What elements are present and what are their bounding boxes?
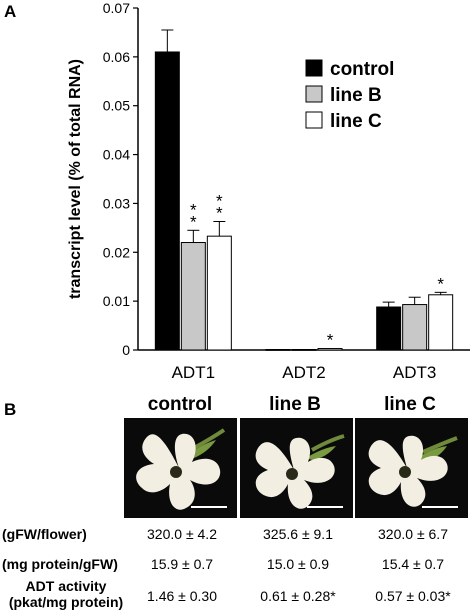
y-tick-label: 0.05: [103, 98, 130, 114]
y-tick-label: 0.07: [103, 0, 130, 16]
x-category-label-ADT2: ADT2: [282, 363, 325, 382]
cell-adt-line-c: 0.57 ± 0.03*: [375, 588, 451, 604]
x-category-label-ADT1: ADT1: [172, 363, 215, 382]
bar-control-ADT1: [154, 51, 180, 351]
scale-bar: [422, 506, 458, 508]
cell-adt-control: 1.46 ± 0.30: [147, 588, 217, 604]
column-header-line-b: line B: [269, 394, 321, 415]
significance-mark: *: [437, 274, 444, 293]
cell-adt-line-b: 0.61 ± 0.28*: [260, 588, 336, 604]
legend-swatch-control: [305, 59, 323, 77]
cell-protein-control: 15.9 ± 0.7: [150, 556, 214, 572]
legend-swatch-line-B: [305, 85, 323, 103]
significance-mark: *: [190, 212, 197, 231]
flower-photo-line-b: [240, 418, 353, 518]
scale-bar: [191, 506, 227, 508]
y-tick-label: 0.02: [103, 244, 130, 260]
row-label-fresh-weight: (gFW/flower): [2, 526, 87, 542]
cell-fw-line-c: 320.0 ± 6.7: [378, 526, 448, 542]
bar-control-ADT3: [376, 306, 402, 351]
bar-line-C-ADT2: [317, 348, 343, 351]
cell-fw-line-b: 325.6 ± 9.1: [263, 526, 333, 542]
y-tick-label: 0.01: [103, 293, 130, 309]
panel-b-label: B: [4, 400, 17, 419]
x-category-label-ADT3: ADT3: [393, 363, 436, 382]
legend-label-control: control: [330, 59, 394, 80]
legend-swatch-line-C: [305, 111, 323, 129]
column-header-control: control: [147, 394, 213, 415]
flower-photo-line-c: [355, 418, 468, 518]
row-label-protein: (mg protein/gFW): [2, 556, 118, 572]
significance-mark: *: [327, 331, 334, 350]
bar-chart: 0 0.01 0.02 0.03 0.04 0.05 0.06 0.07 transcript …: [67, 0, 470, 382]
cell-fw-control: 320.0 ± 4.2: [147, 526, 217, 542]
cell-protein-line-b: 15.0 ± 0.9: [266, 556, 330, 572]
significance-mark: *: [190, 200, 197, 219]
significance-mark: *: [216, 192, 223, 211]
bar-control-ADT2: [265, 349, 291, 351]
row-label-adt-activity: ADT activity: [25, 578, 107, 594]
flower-photo-control: [124, 418, 237, 518]
scale-bar: [307, 506, 343, 508]
bar-line-B-ADT3: [402, 304, 428, 351]
row-label-adt-activity-unit: (pkat/mg protein): [8, 594, 124, 610]
column-header-line-c: line C: [384, 394, 436, 415]
y-tick-label: 0.06: [103, 49, 130, 65]
legend-label-line-C: line C: [330, 111, 382, 132]
bar-line-C-ADT1: [206, 235, 232, 351]
y-tick-label: 0.04: [103, 147, 130, 163]
cell-protein-line-c: 15.4 ± 0.7: [381, 556, 445, 572]
bar-line-B-ADT1: [180, 242, 206, 351]
panel-a-label: A: [4, 2, 17, 21]
y-axis-label: transcript level (% of total RNA): [67, 59, 84, 299]
significance-mark: *: [216, 204, 223, 223]
bar-line-C-ADT3: [428, 294, 454, 351]
y-tick-label: 0: [122, 342, 130, 358]
bar-line-B-ADT2: [291, 349, 317, 351]
y-tick-label: 0.03: [103, 195, 130, 211]
legend-label-line-B: line B: [330, 85, 382, 106]
